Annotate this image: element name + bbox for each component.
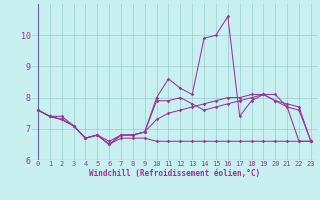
X-axis label: Windchill (Refroidissement éolien,°C): Windchill (Refroidissement éolien,°C) [89,169,260,178]
